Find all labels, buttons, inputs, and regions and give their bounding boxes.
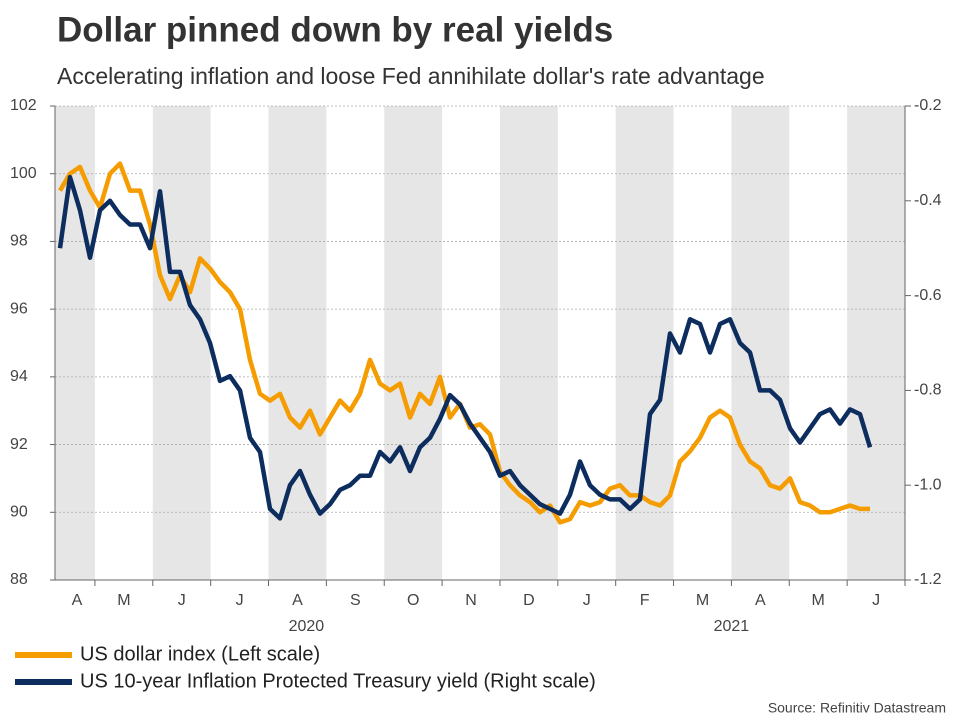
x-tick-label: O bbox=[407, 592, 419, 609]
chart-title: Dollar pinned down by real yields bbox=[57, 10, 613, 49]
y-tick-label: 94 bbox=[10, 368, 28, 385]
legend-label: US 10-year Inflation Protected Treasury … bbox=[80, 670, 596, 692]
y-tick-label: 96 bbox=[10, 300, 28, 317]
y-tick-label: 88 bbox=[10, 571, 28, 588]
x-tick-label: J bbox=[236, 592, 244, 609]
x-tick-label: A bbox=[755, 592, 766, 609]
year-label: 2020 bbox=[289, 618, 325, 635]
month-band bbox=[615, 106, 674, 580]
x-tick-label: N bbox=[465, 592, 477, 609]
y-tick-label: 90 bbox=[10, 504, 28, 521]
month-band bbox=[384, 106, 443, 580]
x-tick-label: D bbox=[523, 592, 535, 609]
x-tick-label: A bbox=[72, 592, 83, 609]
x-tick-label: M bbox=[117, 592, 130, 609]
month-band bbox=[55, 106, 95, 580]
y-tick-label: 98 bbox=[10, 233, 28, 250]
x-tick-label: F bbox=[640, 592, 650, 609]
legend-label: US dollar index (Left scale) bbox=[80, 643, 320, 665]
y-tick-label: 102 bbox=[10, 97, 37, 114]
x-tick-label: J bbox=[583, 592, 591, 609]
month-band bbox=[268, 106, 327, 580]
month-band bbox=[152, 106, 211, 580]
x-tick-label: J bbox=[178, 592, 186, 609]
y-tick-label: 100 bbox=[10, 165, 37, 182]
source: Source: Refinitiv Datastream bbox=[768, 700, 946, 716]
month-band bbox=[847, 106, 905, 580]
x-tick-label: M bbox=[812, 592, 825, 609]
x-tick-label: J bbox=[872, 592, 880, 609]
x-tick-label: A bbox=[292, 592, 303, 609]
year-label: 2021 bbox=[714, 618, 750, 635]
y2-tick-label: -1.2 bbox=[914, 571, 942, 588]
y2-tick-label: -0.2 bbox=[914, 97, 942, 114]
x-tick-label: M bbox=[696, 592, 709, 609]
chart-subtitle: Accelerating inflation and loose Fed ann… bbox=[57, 63, 765, 89]
y2-tick-label: -0.4 bbox=[914, 192, 942, 209]
y2-tick-label: -1.0 bbox=[914, 476, 942, 493]
series-line bbox=[57, 174, 873, 521]
y2-tick-label: -0.8 bbox=[914, 382, 942, 399]
x-tick-label: S bbox=[350, 592, 361, 609]
y-tick-label: 92 bbox=[10, 436, 28, 453]
y2-tick-label: -0.6 bbox=[914, 287, 942, 304]
